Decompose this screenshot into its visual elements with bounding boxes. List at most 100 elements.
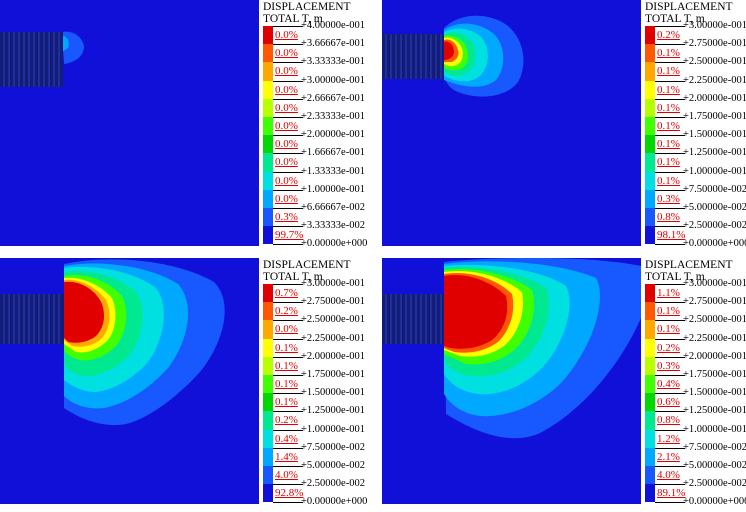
panel-a: DISPLACEMENT TOTAL T, m 0.0% 0.0% 0.0% 0.0%… [0,0,373,254]
pile-block [0,294,64,344]
legend-band: 0.3% [645,356,681,375]
legend-band: 0.0% [263,320,299,339]
legend-swatch [263,226,273,245]
legend-tick-label: +6.66667e-002 [301,202,365,213]
legend-tick-line [655,135,685,137]
legend-band: 0.1% [645,153,681,172]
legend-band: 0.1% [645,320,681,339]
legend-band: 0.4% [263,429,299,448]
legend-swatch [645,98,655,117]
legend-tick-line [655,429,685,431]
contour-svg-a [0,0,259,246]
pile-body [382,294,444,344]
legend-tick-label: +3.00000e-001 [301,278,365,289]
legend-swatch [645,26,655,45]
legend-swatch [645,226,655,245]
legend-percent: 0.1% [657,47,680,60]
pile-body [0,32,63,87]
legend-percent: 0.3% [657,359,680,372]
legend-tick-line [273,208,303,209]
legend-tick-label: +1.75000e-001 [683,369,746,380]
legend-tick-label: +2.50000e-002 [301,478,365,490]
legend-tick-label: +1.33333e-001 [301,165,365,177]
pile-body [382,34,444,79]
legend-tick-line [273,189,303,191]
legend-percent: 0.8% [657,211,680,223]
legend-swatch [645,466,655,485]
legend-tick-label: +2.00000e-001 [301,350,365,362]
legend-d: DISPLACEMENT TOTAL T, m 1.1% 0.1% 0.1% 0.2%… [645,258,746,512]
legend-percent: 0.7% [275,287,298,299]
legend-percent: 0.1% [275,396,298,409]
legend-tick-line [655,80,685,82]
legend-tick-line [655,356,685,358]
pile-body [0,294,64,344]
legend-b: DISPLACEMENT TOTAL T, m 0.2% 0.1% 0.1% 0.1%… [645,0,746,254]
legend-tick-label: +5.00000e-002 [301,460,365,471]
panel-c: DISPLACEMENT TOTAL T, m 0.7% 0.2% 0.0% 0.1%… [0,258,373,512]
legend-tick-line [655,466,685,467]
legend-subtitle: TOTAL T, m [645,13,705,25]
legend-band: 0.1% [263,375,299,394]
legend-percent: 1.4% [275,450,298,463]
legend-tick-label: +4.00000e-001 [301,20,365,31]
legend-swatch [645,411,655,430]
legend-band: 0.1% [645,117,681,136]
legend-percent: 0.2% [275,414,298,427]
legend-swatch [263,284,273,303]
legend-band: 0.0% [263,44,299,63]
legend-percent: 0.2% [657,341,680,354]
legend-tick-label: +2.00000e-001 [683,350,746,362]
legend-tick-label: +7.50000e-002 [683,183,746,195]
legend-band: 0.2% [263,302,299,321]
legend-tick-line [655,502,685,504]
legend-swatch [263,153,273,172]
legend-band: 0.1% [263,338,299,357]
legend-band: 0.2% [645,26,681,45]
legend-percent: 4.0% [275,469,298,481]
legend-tick-label: +1.75000e-001 [301,369,365,380]
legend-tick-line [655,411,685,413]
legend-swatch [263,375,273,394]
legend-swatch [645,80,655,99]
legend-percent: 99.7% [275,229,304,242]
contour-plot-d [382,258,641,504]
legend-band: 0.1% [645,135,681,154]
legend-swatch [263,135,273,154]
legend-swatch [263,117,273,136]
legend-tick-label: +2.50000e-001 [683,314,746,326]
legend-title: DISPLACEMENT [645,259,733,271]
legend-percent: 0.1% [657,101,680,114]
legend-band: 1.2% [645,429,681,448]
legend-percent: 0.8% [657,414,680,427]
legend-band: 99.7% [263,226,303,245]
legend-tick-line [655,208,685,209]
legend-percent: 0.0% [275,120,298,132]
legend-tick-line [655,44,685,46]
legend-band: 0.2% [263,411,299,430]
legend-swatch [645,302,655,321]
legend-tick-line [273,117,303,118]
legend-tick-label: +3.00000e-001 [683,278,746,289]
legend-percent: 0.0% [275,47,298,60]
legend-tick-line [273,411,303,413]
legend-tick-label: +3.33333e-002 [301,220,365,232]
legend-percent: 2.1% [657,450,680,463]
legend-tick-label: +2.66667e-001 [301,92,365,104]
legend-tick-label: +1.50000e-001 [683,387,746,399]
legend-swatch [263,302,273,321]
legend-swatch [263,411,273,430]
legend-swatch [645,320,655,339]
legend-percent: 0.1% [657,174,680,187]
legend-percent: 0.6% [657,396,680,409]
legend-swatch [645,447,655,466]
legend-tick-label: +0.00000e+000 [301,496,368,508]
legend-band: 0.7% [263,284,299,303]
legend-tick-line [655,302,685,304]
legend-swatch [645,356,655,375]
legend-tick-line [273,375,303,376]
legend-swatch [645,189,655,208]
legend-tick-line [273,284,303,285]
legend-percent: 0.3% [657,192,680,205]
legend-title: DISPLACEMENT [645,1,733,13]
